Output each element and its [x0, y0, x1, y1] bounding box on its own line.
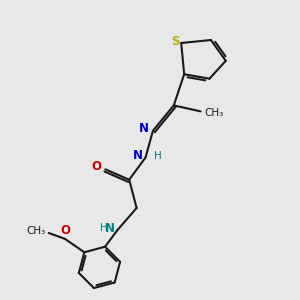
Text: H: H [100, 223, 108, 233]
Text: O: O [92, 160, 102, 173]
Text: CH₃: CH₃ [204, 108, 223, 118]
Text: N: N [105, 222, 115, 235]
Text: H: H [154, 151, 162, 161]
Text: N: N [139, 122, 148, 135]
Text: S: S [172, 35, 180, 48]
Text: N: N [133, 149, 143, 162]
Text: CH₃: CH₃ [26, 226, 46, 236]
Text: O: O [60, 224, 70, 237]
